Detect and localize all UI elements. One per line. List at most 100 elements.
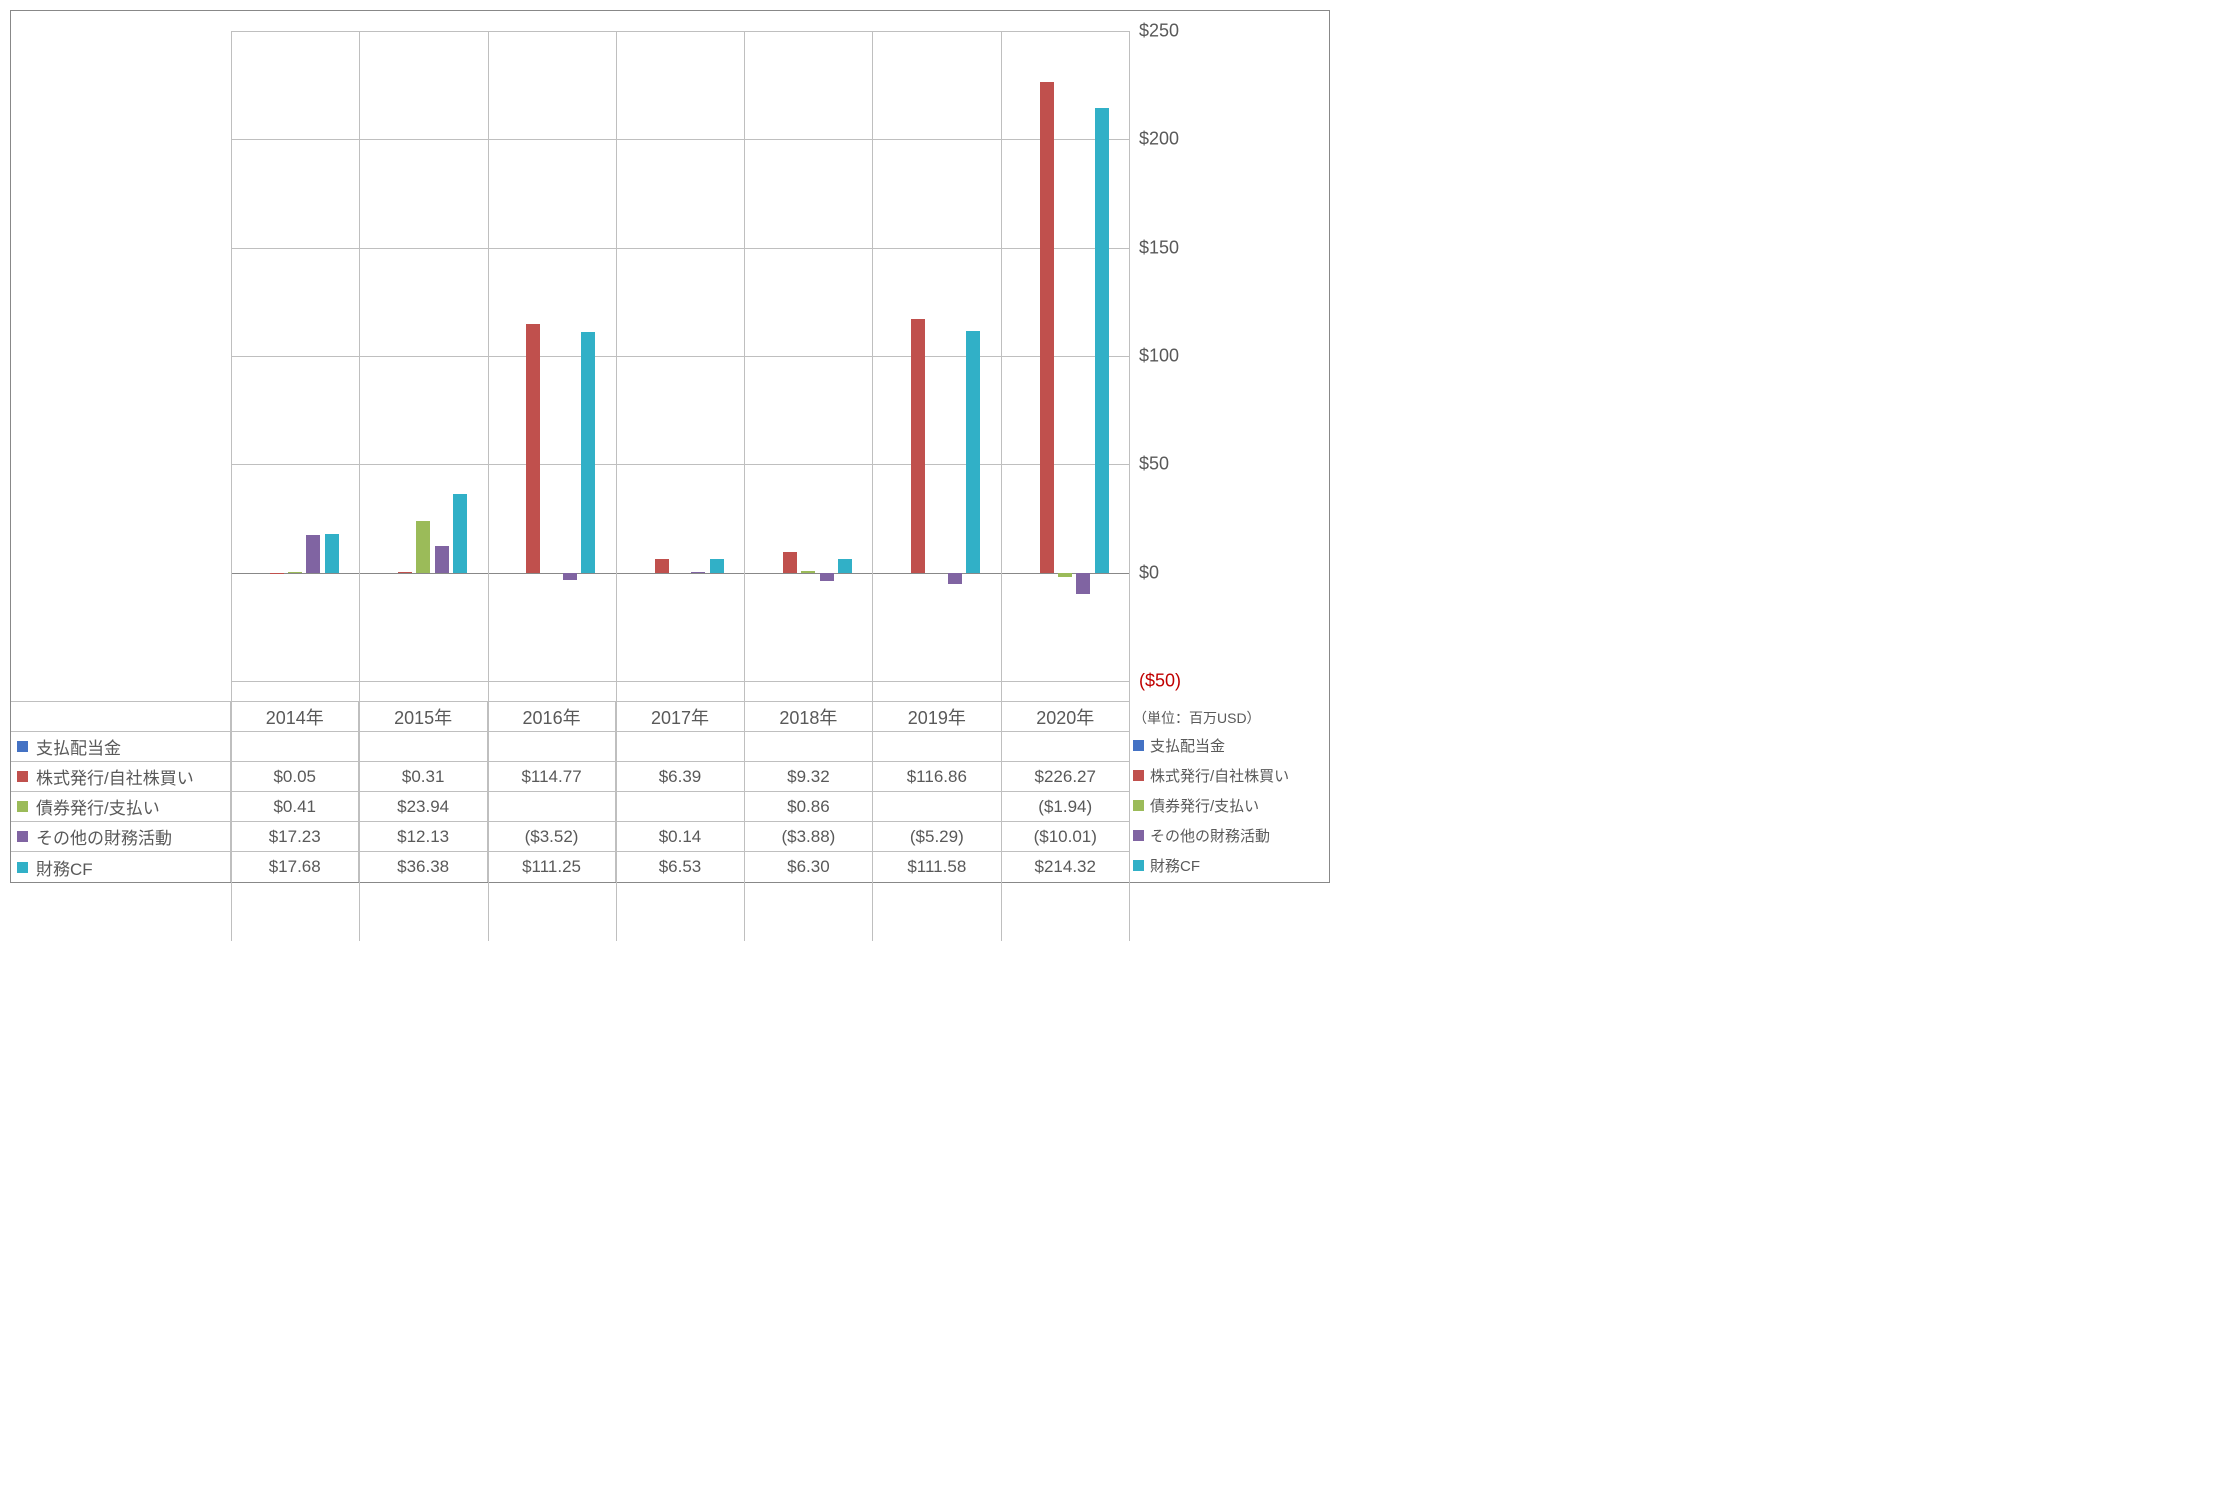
series-name: その他の財務活動 (36, 824, 172, 849)
bar (1058, 573, 1072, 577)
legend-swatch (1133, 830, 1144, 841)
table-cell: ($10.01) (1002, 822, 1129, 851)
legend-label: 株式発行/自社株買い (1150, 765, 1289, 786)
bar (801, 571, 815, 573)
table-cell: $6.30 (745, 852, 873, 882)
y-axis-label: $150 (1139, 237, 1209, 258)
table-cell (616, 792, 744, 821)
legend-swatch (17, 831, 28, 842)
legend-swatch (17, 862, 28, 873)
bar (655, 559, 669, 573)
legend-swatch (17, 801, 28, 812)
table-cell: $214.32 (1002, 852, 1129, 882)
year-header: 2018年 (745, 702, 873, 731)
legend-swatch (1133, 800, 1144, 811)
year-header: 2017年 (616, 702, 744, 731)
legend-swatch (17, 771, 28, 782)
year-header: 2016年 (488, 702, 616, 731)
series-name: 財務CF (36, 855, 93, 880)
table-cell: $17.23 (231, 822, 359, 851)
table-cell: ($3.88) (745, 822, 873, 851)
bar (710, 559, 724, 573)
series-row-header: その他の財務活動 (11, 822, 231, 851)
legend-swatch (1133, 860, 1144, 871)
table-cell: $0.86 (745, 792, 873, 821)
table-row: 株式発行/自社株買い$0.05$0.31$114.77$6.39$9.32$11… (11, 762, 1129, 792)
bar (838, 559, 852, 573)
legend-item: 支払配当金 (1131, 730, 1325, 760)
column-separator (616, 31, 617, 941)
bar (306, 535, 320, 572)
table-cell: $6.39 (616, 762, 744, 791)
series-row-header: 株式発行/自社株買い (11, 762, 231, 791)
bar (563, 573, 577, 581)
bar (453, 494, 467, 573)
column-separator (359, 31, 360, 941)
legend-label: 債券発行/支払い (1150, 795, 1259, 816)
bar (398, 572, 412, 573)
legend-item: 債券発行/支払い (1131, 790, 1325, 820)
y-axis-label: $100 (1139, 346, 1209, 367)
bar (288, 572, 302, 573)
y-axis-label: $0 (1139, 562, 1209, 583)
legend-label: 支払配当金 (1150, 735, 1225, 756)
gridline (231, 464, 1129, 465)
legend-swatch (17, 741, 28, 752)
data-table: 2014年2015年2016年2017年2018年2019年2020年支払配当金… (11, 701, 1129, 882)
bar (820, 573, 834, 581)
legend-label: 財務CF (1150, 855, 1200, 876)
column-separator (231, 31, 232, 941)
table-cell: $36.38 (359, 852, 487, 882)
table-cell: $0.05 (231, 762, 359, 791)
gridline (231, 681, 1129, 682)
legend-item: 株式発行/自社株買い (1131, 760, 1325, 790)
table-row: 財務CF $17.68$36.38$111.25$6.53$6.30$111.58… (11, 852, 1129, 882)
table-row: その他の財務活動$17.23$12.13($3.52)$0.14($3.88)(… (11, 822, 1129, 852)
cashflow-chart: ($50)$0$50$100$150$200$250 2014年2015年201… (10, 10, 1330, 883)
legend-swatch (1133, 770, 1144, 781)
bar (783, 552, 797, 572)
year-header: 2015年 (359, 702, 487, 731)
table-cell (745, 732, 873, 761)
year-header: 2019年 (873, 702, 1001, 731)
table-row: 支払配当金 (11, 732, 1129, 762)
table-cell: ($3.52) (488, 822, 616, 851)
table-cell: $17.68 (231, 852, 359, 882)
table-cell (231, 732, 359, 761)
gridline (231, 248, 1129, 249)
table-cell: $111.25 (488, 852, 616, 882)
bar (948, 573, 962, 584)
table-cell (873, 792, 1001, 821)
legend: （単位：百万USD） 支払配当金株式発行/自社株買い債券発行/支払いその他の財務活… (1131, 708, 1325, 880)
series-row-header: 財務CF (11, 852, 231, 882)
bar (1076, 573, 1090, 595)
table-cell: ($1.94) (1002, 792, 1129, 821)
gridline (231, 31, 1129, 32)
table-cell: $23.94 (359, 792, 487, 821)
column-separator (488, 31, 489, 941)
legend-item: 財務CF (1131, 850, 1325, 880)
table-cell: $111.58 (873, 852, 1001, 882)
bar (325, 534, 339, 572)
legend-item: その他の財務活動 (1131, 820, 1325, 850)
bar (966, 331, 980, 573)
series-name: 債券発行/支払い (36, 794, 160, 819)
table-cell (1002, 732, 1129, 761)
year-header: 2020年 (1002, 702, 1129, 731)
bar (581, 332, 595, 573)
legend-label: その他の財務活動 (1150, 825, 1270, 846)
unit-label: （単位：百万USD） (1131, 708, 1325, 728)
row-header-empty (11, 702, 231, 731)
y-axis-label: $250 (1139, 21, 1209, 42)
bar (911, 319, 925, 572)
table-cell: $0.41 (231, 792, 359, 821)
bar (1040, 82, 1054, 572)
table-cell: $0.14 (616, 822, 744, 851)
y-axis-label: $200 (1139, 129, 1209, 150)
table-cell (488, 792, 616, 821)
column-separator (1129, 31, 1130, 941)
table-cell: $6.53 (616, 852, 744, 882)
gridline (231, 139, 1129, 140)
plot-area: ($50)$0$50$100$150$200$250 (231, 11, 1129, 701)
series-name: 支払配当金 (36, 734, 121, 759)
